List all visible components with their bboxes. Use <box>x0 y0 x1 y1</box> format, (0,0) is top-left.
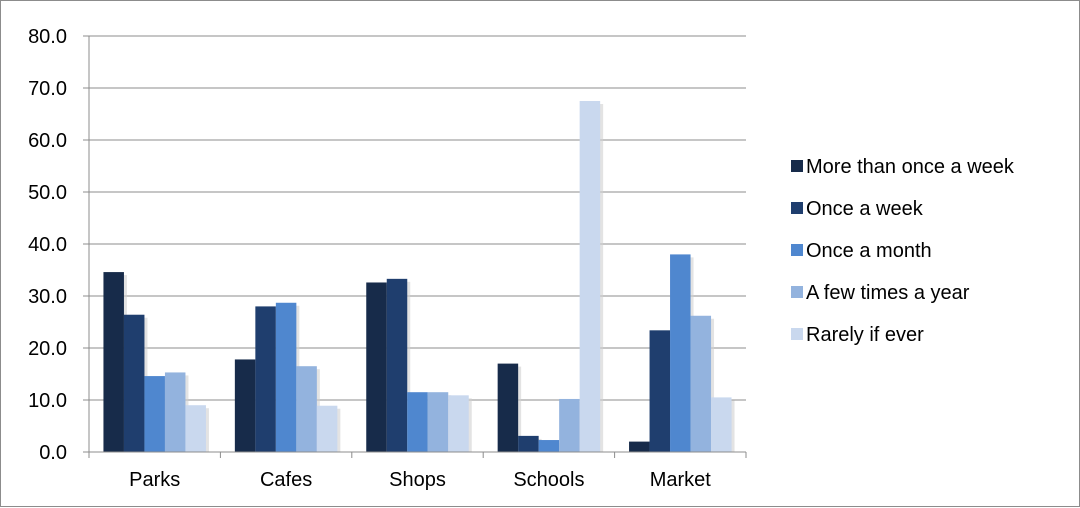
bar <box>427 392 449 452</box>
y-tick-label: 60.0 <box>28 130 67 152</box>
y-tick-label: 50.0 <box>28 182 67 204</box>
bar <box>579 101 601 452</box>
legend-label: A few times a year <box>806 282 970 304</box>
x-tick-label: Schools <box>513 469 584 491</box>
y-tick-label: 40.0 <box>28 234 67 256</box>
bar <box>448 395 469 452</box>
x-tick-label: Shops <box>389 469 446 491</box>
y-tick-label: 70.0 <box>28 78 67 100</box>
bars <box>103 101 735 452</box>
bar <box>497 363 519 452</box>
legend-swatch <box>791 286 803 298</box>
x-tick-label: Market <box>650 469 712 491</box>
bar <box>670 254 691 452</box>
bar <box>386 278 408 452</box>
bar <box>690 315 712 452</box>
legend-label: Once a month <box>806 240 932 262</box>
bar <box>164 372 186 452</box>
bar <box>629 441 650 452</box>
y-tick-label: 10.0 <box>28 390 67 412</box>
bar <box>559 398 580 452</box>
bar <box>366 282 387 452</box>
x-tick-label: Cafes <box>260 469 312 491</box>
bar <box>296 366 317 452</box>
bar <box>407 392 428 452</box>
bar <box>144 376 165 452</box>
y-tick-label: 30.0 <box>28 286 67 308</box>
legend-swatch <box>791 328 803 340</box>
legend-swatch <box>791 244 803 256</box>
bar <box>518 435 539 452</box>
bar <box>255 306 276 452</box>
bar <box>185 405 206 452</box>
gridlines <box>89 35 746 401</box>
legend-label: Once a week <box>806 198 924 220</box>
axes: 0.0 10.0 20.0 30.0 40.0 50.0 60.0 70.0 80.0 Parks… <box>28 26 747 491</box>
bar <box>316 405 338 452</box>
legend-label: More than once a week <box>806 156 1015 178</box>
legend-label: Rarely if ever <box>806 324 924 346</box>
bar <box>123 314 145 452</box>
x-tick-label: Parks <box>129 469 180 491</box>
y-tick-label: 0.0 <box>39 442 67 464</box>
y-tick-label: 80.0 <box>28 26 67 48</box>
bar <box>711 397 732 452</box>
bar <box>649 330 671 452</box>
y-tick-label: 20.0 <box>28 338 67 360</box>
bar <box>103 272 124 452</box>
legend-swatch <box>791 160 803 172</box>
bar <box>275 302 297 452</box>
legend: More than once a week Once a week Once a m… <box>791 156 1015 346</box>
bar <box>538 440 560 452</box>
legend-swatch <box>791 202 803 214</box>
bar <box>234 359 256 452</box>
